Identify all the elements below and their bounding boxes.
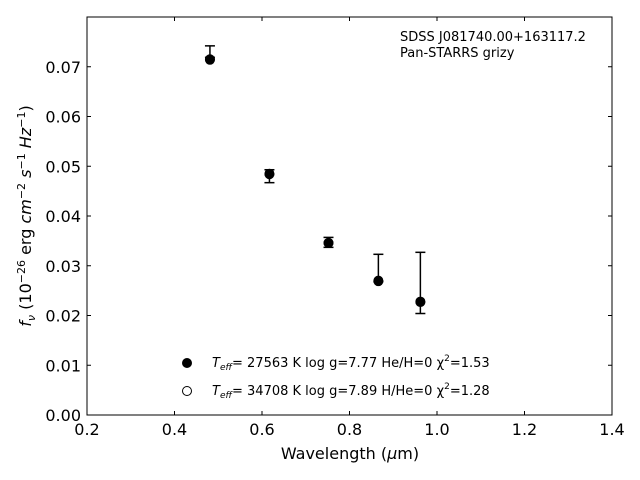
- legend-marker-open: [182, 386, 192, 396]
- legend: Teff= 27563 K log g=7.77 He/H=0 χ2=1.53 …: [182, 354, 490, 401]
- y-tick-label: 0.00: [45, 406, 81, 425]
- error-bars: [204, 45, 426, 315]
- legend-entry-2: Teff= 34708 K log g=7.89 H/He=0 χ2=1.28: [212, 382, 490, 401]
- y-tick-label: 0.01: [45, 356, 81, 375]
- y-tick-label: 0.04: [45, 207, 81, 226]
- y-tick-label: 0.03: [45, 257, 81, 276]
- x-tick-label: 0.8: [337, 420, 362, 439]
- y-tick-label: 0.07: [45, 58, 81, 77]
- x-axis-label: Wavelength (μm): [281, 444, 419, 463]
- model-point-open: [415, 296, 426, 307]
- model-point-open: [264, 169, 275, 180]
- x-axis: 0.2 0.4 0.6 0.8 1.0 1.2 1.4: [74, 17, 625, 439]
- x-tick-label: 1.2: [512, 420, 537, 439]
- annotation-line-1: SDSS J081740.00+163117.2: [400, 30, 586, 45]
- model-point-open: [373, 275, 384, 286]
- annotation-line-2: Pan-STARRS grizy: [400, 46, 515, 61]
- y-tick-label: 0.05: [45, 157, 81, 176]
- x-tick-label: 1.4: [599, 420, 624, 439]
- y-axis-label: fν (10−26 erg cm−2 s−1 Hz−1): [15, 105, 38, 326]
- data-markers: [204, 54, 426, 308]
- y-axis: 0.00 0.01 0.02 0.03 0.04 0.05 0.06 0.07: [45, 58, 612, 425]
- legend-marker-filled: [182, 358, 192, 368]
- x-tick-label: 0.6: [249, 420, 274, 439]
- model-point-open: [204, 54, 215, 65]
- y-tick-label: 0.02: [45, 307, 81, 326]
- model-point-open: [323, 237, 334, 248]
- x-tick-label: 1.0: [424, 420, 449, 439]
- y-tick-label: 0.06: [45, 108, 81, 127]
- x-tick-label: 0.2: [74, 420, 99, 439]
- legend-entry-1: Teff= 27563 K log g=7.77 He/H=0 χ2=1.53: [212, 354, 490, 373]
- x-tick-label: 0.4: [162, 420, 187, 439]
